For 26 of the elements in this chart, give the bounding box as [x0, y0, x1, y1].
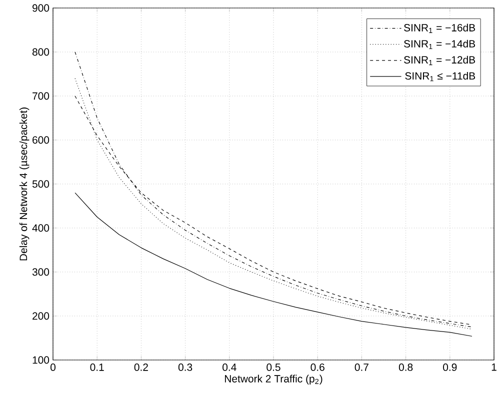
legend-label: SINR$_{1}$ = −14dB	[404, 40, 476, 50]
y-tick-label: 900	[32, 4, 50, 12]
x-tick-label: 0.2	[134, 364, 148, 371]
x-tick-label: 0.4	[222, 364, 236, 371]
x-tick-label: 0.9	[443, 364, 457, 371]
legend-label: SINR$_{1}$ = −16dB	[404, 24, 476, 33]
y-tick-label: 600	[32, 136, 50, 144]
x-tick-label: 0.6	[310, 364, 324, 371]
x-tick-label: 0.1	[90, 364, 104, 371]
y-tick-label: 700	[32, 92, 50, 100]
legend-label: SINR$_{1}$ ≤ −11dB	[405, 72, 476, 82]
x-tick-label: 1	[492, 364, 496, 371]
x-axis-title: Network 2 Traffic (p$_{2}$)	[224, 374, 322, 385]
x-tick-label: 0	[50, 364, 56, 371]
x-tick-label: 0.5	[266, 364, 280, 371]
y-tick-label: 300	[32, 268, 50, 276]
y-axis-title: Delay of Network 4 (µsec/packet)	[19, 108, 30, 260]
x-tick-label: 0.8	[398, 364, 413, 371]
y-tick-label: 500	[32, 180, 50, 188]
y-tick-label: 100	[32, 356, 50, 364]
y-tick-label: 800	[32, 48, 50, 56]
y-tick-label: 400	[32, 224, 50, 232]
y-tick-label: 200	[32, 312, 50, 320]
x-tick-label: 0.7	[354, 364, 368, 371]
legend-label: SINR$_{1}$ = −12dB	[404, 56, 476, 66]
x-tick-label: 0.3	[178, 364, 192, 371]
